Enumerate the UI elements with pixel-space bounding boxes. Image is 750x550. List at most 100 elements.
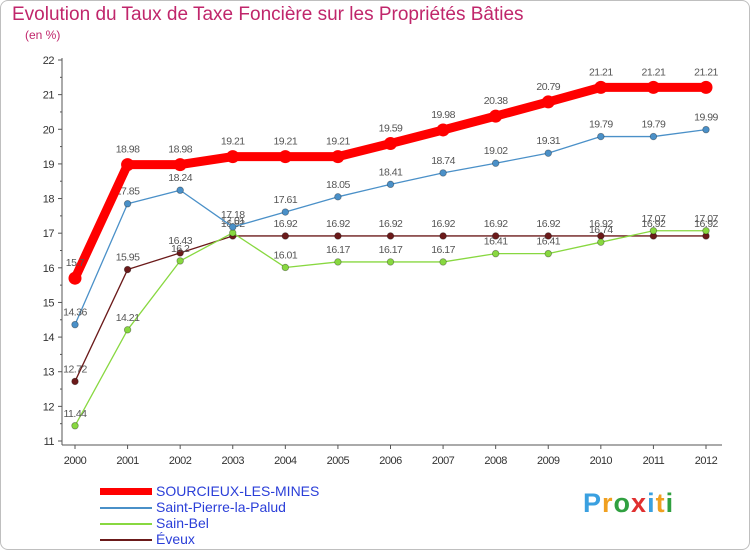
data-point [176,249,184,257]
data-point [173,158,187,172]
data-point [649,132,658,141]
unit-label: (en %) [25,28,61,42]
logo-letter: i [665,488,675,518]
data-label: 16.92 [273,218,297,230]
data-point [229,223,237,231]
y-tick-label: 13 [43,367,55,379]
y-tick-label: 16 [43,263,55,275]
data-label: 17.61 [273,194,297,206]
data-label: 11.44 [64,408,88,420]
data-label: 18.24 [168,172,192,184]
data-label: 18.74 [431,155,455,167]
data-point [386,258,395,266]
data-label: 15.7 [66,257,85,269]
logo-letter: P [583,488,603,518]
data-point [176,257,184,265]
y-tick-label: 14 [43,332,55,344]
data-label: 17.07 [694,213,718,225]
legend-item-eveux: Éveux [100,531,360,548]
y-tick-label: 20 [43,124,55,136]
data-label: 21.21 [642,66,666,78]
data-label: 19.99 [694,112,718,124]
data-point [439,258,447,266]
data-label: 16.92 [326,218,350,230]
legend-label-sain-bel: Sain-Bel [156,515,209,531]
data-label: 17.07 [642,213,666,225]
data-label: 19.21 [273,136,297,148]
legend-label-eveux: Éveux [156,531,195,547]
data-label: 14.36 [63,307,87,319]
data-point [702,227,710,235]
y-tick-label: 18 [43,194,55,206]
data-point [646,80,660,94]
data-label: 20.38 [484,95,508,107]
data-point [544,149,552,157]
x-tick-label: 2007 [432,455,455,467]
data-label: 16.92 [379,218,403,230]
data-point [544,232,552,240]
data-point [594,80,608,94]
data-label: 16.2 [171,243,190,255]
data-point [123,326,132,334]
data-point [334,193,342,201]
data-point [71,377,79,386]
x-tick-label: 2003 [222,455,245,467]
data-label: 19.02 [484,145,508,157]
x-tick-label: 2000 [64,455,87,467]
x-tick-label: 2006 [379,455,402,467]
logo-letter: r [602,488,614,518]
data-label: 18.98 [168,144,192,156]
data-point [597,132,605,141]
x-tick-label: 2011 [643,455,665,467]
data-label: 16.17 [431,244,455,256]
data-point [436,123,450,137]
data-point [489,109,503,123]
data-label: 16.43 [168,235,192,247]
data-label: 16.92 [589,218,613,230]
series-line [74,235,707,383]
legend: SOURCIEUX-LES-MINES Saint-Pierre-la-Palu… [100,483,360,548]
data-point [699,80,713,94]
x-tick-label: 2010 [590,455,613,467]
data-point [439,232,447,240]
data-point [71,422,79,430]
data-label: 16.17 [379,244,403,256]
data-point [649,227,658,235]
data-label: 16.92 [694,218,718,230]
data-label: 16.92 [431,218,455,230]
data-label: 16.17 [326,244,350,256]
data-label: 16.41 [484,236,508,248]
data-label: 15.95 [116,252,140,264]
x-tick-label: 2001 [116,455,139,467]
data-label: 19.98 [431,109,455,121]
legend-item-saint-pierre: Saint-Pierre-la-Palud [100,499,360,516]
data-label: 19.21 [326,136,350,148]
legend-label-saint-pierre: Saint-Pierre-la-Palud [156,499,286,515]
data-point [541,95,555,109]
data-label: 16.92 [536,218,560,230]
data-label: 14.21 [116,312,140,324]
x-tick-label: 2004 [274,455,297,467]
data-label: 18.98 [116,144,140,156]
y-tick-label: 19 [43,159,55,171]
legend-swatch-saint-pierre [100,507,152,509]
data-point [334,232,342,240]
y-tick-label: 22 [43,55,55,67]
data-point [121,158,135,172]
data-point [384,136,397,150]
data-point [386,232,395,240]
legend-item-sain-bel: Sain-Bel [100,515,360,532]
data-label: 16.01 [273,249,297,261]
x-tick-label: 2009 [537,455,560,467]
data-label: 17.01 [221,215,245,227]
data-label: 16.41 [536,236,560,248]
data-point [281,208,290,216]
data-label: 21.21 [694,66,718,78]
data-label: 19.21 [221,136,245,148]
data-label: 21.21 [589,66,613,78]
data-point [71,320,79,329]
data-label: 18.41 [379,166,403,178]
x-tick-label: 2002 [169,455,192,467]
data-point [123,265,132,274]
